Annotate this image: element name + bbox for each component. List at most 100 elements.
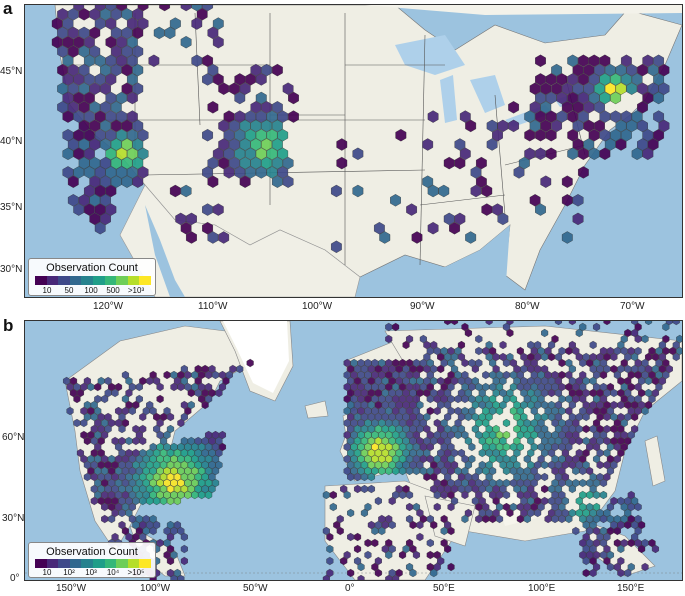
hexbin-cell bbox=[406, 430, 414, 440]
hexbin-cell bbox=[535, 73, 546, 86]
hexbin-cell bbox=[596, 460, 604, 470]
hexbin-cell bbox=[153, 484, 161, 494]
hexbin-cell bbox=[534, 364, 542, 374]
hexbin-cell bbox=[520, 376, 528, 386]
hexbin-cell bbox=[509, 382, 517, 392]
hexbin-cell bbox=[437, 388, 445, 398]
hexbin-cell bbox=[105, 5, 117, 12]
hexbin-cell bbox=[354, 388, 362, 398]
hexbin-cell bbox=[416, 436, 424, 446]
legend-title: Observation Count bbox=[46, 546, 138, 558]
hexbin-cell bbox=[399, 406, 407, 416]
hexbin-cell bbox=[78, 101, 90, 114]
world-map[interactable] bbox=[24, 320, 683, 581]
hexbin-cell bbox=[433, 394, 441, 404]
hexbin-cell bbox=[402, 436, 410, 446]
hexbin-cell bbox=[360, 472, 368, 482]
hexbin-cell bbox=[191, 5, 203, 12]
hexbin-cell bbox=[205, 454, 213, 464]
hexbin-cell bbox=[433, 418, 441, 428]
us-map[interactable] bbox=[24, 4, 683, 298]
hexbin-cell bbox=[399, 466, 407, 476]
hexbin-cell bbox=[272, 101, 283, 114]
hexbin-cell bbox=[627, 430, 635, 440]
us-map-canvas bbox=[25, 5, 682, 297]
hexbin-cell bbox=[516, 346, 524, 356]
hexbin-cell bbox=[485, 472, 493, 482]
hexbin-cell bbox=[599, 406, 608, 416]
hexbin-cell bbox=[565, 406, 573, 416]
hexbin-cell bbox=[665, 364, 673, 374]
hexbin-cell bbox=[412, 466, 420, 476]
hexbin-cell bbox=[489, 358, 497, 368]
hexbin-cell bbox=[440, 490, 448, 500]
hexbin-cell bbox=[627, 382, 635, 392]
hexbin-cell bbox=[277, 128, 289, 142]
hexbin-cell bbox=[329, 490, 337, 500]
hexbin-cell bbox=[371, 454, 379, 464]
colorbar-swatch bbox=[127, 276, 140, 285]
hexbin-cell bbox=[360, 376, 368, 386]
hexbin-cell bbox=[567, 73, 579, 86]
hexbin-cell bbox=[84, 203, 95, 216]
hexbin-cell bbox=[662, 322, 670, 332]
hexbin-cell bbox=[440, 394, 448, 404]
hexbin-cell bbox=[121, 394, 129, 404]
hexbin-cell bbox=[575, 424, 583, 434]
hexbin-cell bbox=[416, 376, 424, 386]
legend-tick: >10³ bbox=[127, 286, 145, 295]
hexbin-cell bbox=[486, 138, 498, 151]
hexbin-cell bbox=[406, 203, 417, 216]
hexbin-cell bbox=[399, 442, 407, 452]
hexbin-cell bbox=[506, 508, 514, 518]
hexbin-cell bbox=[548, 352, 556, 362]
hexbin-cell bbox=[406, 562, 414, 572]
hexbin-cell bbox=[419, 418, 427, 428]
hexbin-cell bbox=[582, 544, 590, 554]
hexbin-cell bbox=[163, 550, 171, 560]
lat-tick: 60°N bbox=[2, 432, 25, 443]
hexbin-cell bbox=[482, 442, 490, 452]
hexbin-cell bbox=[444, 436, 452, 446]
hexbin-cell bbox=[100, 119, 111, 133]
hexbin-cell bbox=[80, 406, 88, 416]
hexbin-cell bbox=[459, 110, 471, 123]
hexbin-cell bbox=[367, 424, 375, 434]
hexbin-cell bbox=[464, 436, 472, 446]
hexbin-cell bbox=[97, 484, 105, 494]
hexbin-cell bbox=[121, 466, 129, 476]
hexbin-cell bbox=[255, 73, 267, 86]
hexbin-cell bbox=[535, 54, 546, 68]
hexbin-cell bbox=[544, 382, 552, 392]
hexbin-cell bbox=[561, 175, 573, 188]
hexbin-cell bbox=[583, 63, 595, 77]
hexbin-cell bbox=[392, 358, 400, 368]
hexbin-cell bbox=[438, 184, 450, 198]
hexbin-cell bbox=[520, 364, 528, 374]
hexbin-cell bbox=[354, 472, 362, 482]
hexbin-cell bbox=[385, 418, 393, 428]
hexbin-cell bbox=[132, 156, 144, 170]
hexbin-cell bbox=[62, 73, 74, 86]
hexbin-cell bbox=[166, 412, 175, 422]
hexbin-cell bbox=[104, 424, 112, 434]
hexbin-cell bbox=[589, 400, 597, 410]
hexbin-cell bbox=[116, 147, 128, 161]
hexbin-cell bbox=[385, 538, 393, 548]
hexbin-cell bbox=[409, 568, 417, 578]
hexbin-cell bbox=[589, 520, 597, 530]
hexbin-cell bbox=[551, 406, 559, 416]
hexbin-cell bbox=[423, 424, 431, 434]
hexbin-cell bbox=[139, 436, 147, 446]
hexbin-cell bbox=[156, 454, 164, 464]
hexbin-cell bbox=[617, 436, 625, 446]
hexbin-cell bbox=[406, 454, 414, 464]
hexbin-cell bbox=[250, 156, 262, 170]
hexbin-cell bbox=[485, 352, 493, 362]
hexbin-cell bbox=[468, 454, 476, 464]
hexbin-cell bbox=[149, 370, 157, 380]
hexbin-cell bbox=[427, 184, 439, 198]
hexbin-cell bbox=[110, 8, 122, 21]
hexbin-cell bbox=[105, 54, 117, 68]
hexbin-cell bbox=[170, 478, 178, 488]
